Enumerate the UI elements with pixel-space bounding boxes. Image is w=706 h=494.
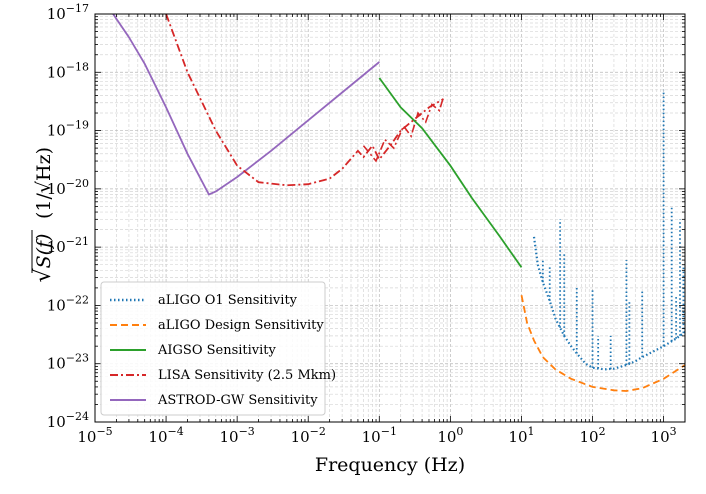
legend-entry: AIGSO Sensitivity [110,343,277,358]
legend-label: aLIGO Design Sensitivity [158,318,324,333]
y-tick-label: 10−17 [47,2,89,23]
series-layer [112,14,685,392]
x-tick-label: 10−3 [219,425,254,446]
legend-entry: aLIGO Design Sensitivity [110,318,324,333]
series-ripple [362,96,445,163]
series-astrod-gw-sensitivity [112,14,380,196]
series-aigso-sensitivity [378,77,523,268]
series-line [165,14,444,187]
series-line [378,77,523,268]
x-tick-label: 103 [651,425,677,446]
legend-label: LISA Sensitivity (2.5 Mkm) [158,368,336,383]
y-tick-label: 10−22 [47,293,89,314]
x-tick-label: 102 [579,425,605,446]
ticks [94,13,686,423]
legend-label: AIGSO Sensitivity [157,343,277,358]
legend-entry: ASTROD-GW Sensitivity [110,393,318,408]
x-tick-label: 100 [437,425,463,446]
legend-entry: aLIGO O1 Sensitivity [110,293,298,308]
legend-entry: LISA Sensitivity (2.5 Mkm) [110,368,336,383]
legend-label: aLIGO O1 Sensitivity [158,293,298,308]
series-aligo-o1-sensitivity [532,89,685,371]
y-tick-label: 10−18 [47,60,89,81]
x-tick-label: 10−5 [77,425,112,446]
y-tick-label: 10−19 [47,119,89,140]
legend: aLIGO O1 Sensitivity aLIGO Design Sensiti… [100,281,336,416]
plot-frame [94,13,686,423]
x-tick-label: 10−4 [148,425,183,446]
x-tick-labels: 10−5 10−4 10−3 10−2 10−1 100 101 102 103 [77,425,676,446]
series-lisa-sensitivity-2-5-mkm [165,14,445,187]
y-axis-label: √S(f) (1/√Hz) [31,147,56,282]
y-axis-symbol-text: S(f) [33,234,55,269]
series-line [520,295,685,392]
y-tick-label: 10−23 [47,352,89,373]
legend-label: ASTROD-GW Sensitivity [157,393,318,408]
legend-box [100,281,326,416]
series-aligo-design-sensitivity [520,295,685,392]
y-axis-unit: (1/√Hz) [33,147,55,219]
x-tick-label: 101 [508,425,534,446]
x-axis-label: Frequency (Hz) [315,454,465,476]
x-tick-label: 10−2 [291,425,326,446]
series-line [112,14,380,196]
y-axis-symbol: √S(f) [31,234,56,283]
x-tick-label: 10−1 [362,425,397,446]
